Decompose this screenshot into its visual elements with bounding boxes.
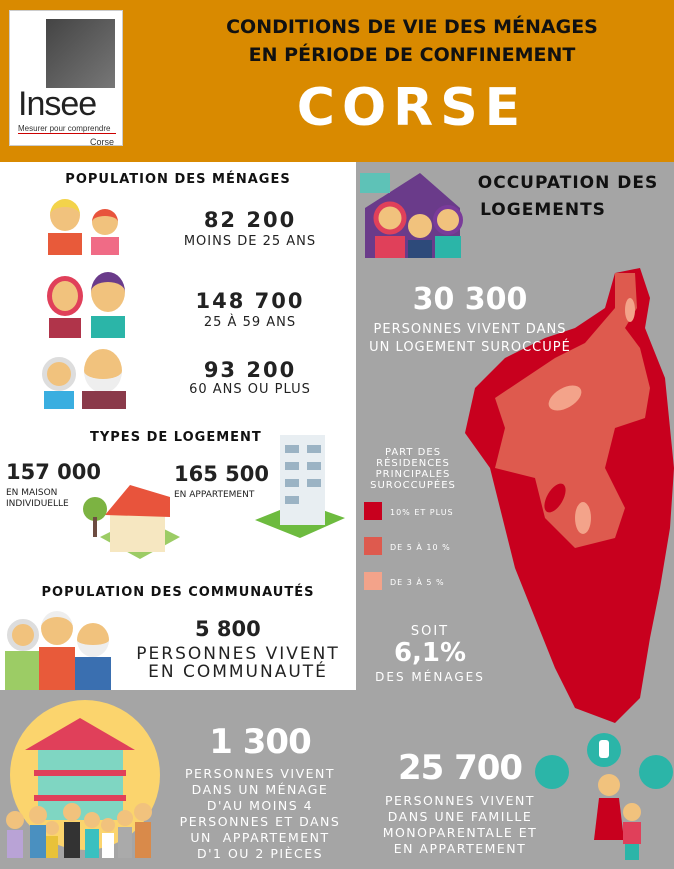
seniors-group-illustration [5, 607, 115, 690]
single-parent-value: 25 700 [397, 748, 523, 788]
label-line: PERSONNES ET DANS [179, 814, 341, 829]
legend-label: DE 5 À 10 % [390, 543, 451, 552]
crowded-small-apartment-value: 1 300 [209, 722, 311, 762]
large-family-illustration [6, 700, 160, 858]
population-value: 93 200 [203, 358, 297, 382]
share-value: 6,1% [393, 638, 467, 668]
single-parent-label: PERSONNES VIVENT DANS UNE FAMILLE MONOPA… [375, 793, 545, 857]
share-suffix: DES MÉNAGES [375, 670, 485, 684]
single-parent-family-illustration [535, 733, 673, 860]
title-line-2: EN PÉRIODE DE CONFINEMENT [248, 44, 576, 66]
label-line: DANS UN MÉNAGE [191, 782, 329, 797]
label-line: PERSONNES VIVENT [184, 766, 336, 781]
legend-swatch-high [364, 502, 382, 520]
share-prefix: SOIT [410, 624, 450, 639]
legend-title-line: PRINCIPALES [375, 469, 451, 480]
logo-region: Corse [89, 137, 114, 147]
overcrowded-value: 30 300 [412, 282, 528, 317]
label-line: MONOPARENTALE ET [382, 825, 538, 840]
population-label: 60 ANS OU PLUS [189, 382, 311, 397]
legend-title-line: PART DES [384, 447, 442, 458]
pacifier-icon [535, 755, 569, 789]
appartement-label: EN APPARTEMENT [174, 490, 255, 500]
label-line: PERSONNES VIVENT [384, 793, 536, 808]
insee-logo: Insee Mesurer pour comprendre Corse [9, 10, 123, 147]
label-line: D'AU MOINS 4 [206, 798, 314, 813]
crowded-small-apartment-label: PERSONNES VIVENT DANS UN MÉNAGE D'AU MOI… [160, 766, 360, 862]
adults-illustration [45, 270, 135, 340]
legend-label: 10% ET PLUS [390, 508, 454, 517]
occupation-title: OCCUPATION DES [477, 173, 659, 193]
population-label: MOINS DE 25 ANS [183, 234, 317, 249]
maison-label: EN MAISON [6, 488, 58, 498]
logo-emblem [46, 19, 115, 88]
label-line: EN APPARTEMENT [393, 841, 527, 856]
maison-value: 157 000 [6, 460, 101, 484]
population-label: 25 À 59 ANS [203, 315, 297, 330]
house-illustration [83, 485, 180, 559]
family-house-illustration [360, 173, 463, 258]
region-title: CORSE [296, 78, 528, 138]
label-line: UN APPARTEMENT [190, 830, 330, 845]
title-line-1: CONDITIONS DE VIE DES MÉNAGES [226, 16, 598, 38]
apartment-building-illustration [255, 435, 345, 538]
left-panel: POPULATION DES MÉNAGES 82 200 MOINS DE 2… [0, 162, 356, 690]
stroller-icon [639, 755, 673, 789]
corsica-map [465, 268, 674, 723]
legend-swatch-medium [364, 537, 382, 555]
legend-title-line: RÉSIDENCES [376, 458, 450, 469]
label-line: D'1 OU 2 PIÈCES [196, 846, 324, 861]
children-illustration [45, 197, 135, 257]
occupation-title: LOGEMENTS [480, 200, 606, 220]
communautes-label: EN COMMUNAUTÉ [148, 662, 328, 682]
population-menages-title: POPULATION DES MÉNAGES [65, 172, 291, 187]
overcrowded-label: PERSONNES VIVENT DANS [373, 322, 567, 337]
logo-tagline: Mesurer pour comprendre [18, 124, 116, 134]
maison-label: INDIVIDUELLE [6, 499, 69, 509]
types-logement-title: TYPES DE LOGEMENT [90, 430, 262, 445]
legend-title-line: SUROCCUPÉES [370, 480, 456, 491]
label-line: DANS UNE FAMILLE [387, 809, 533, 824]
seniors-illustration [40, 347, 135, 409]
overcrowded-label: UN LOGEMENT SUROCCUPÉ [369, 340, 571, 355]
logo-name: Insee [18, 85, 97, 123]
population-value: 148 700 [195, 289, 305, 313]
appartement-value: 165 500 [174, 462, 269, 486]
population-value: 82 200 [203, 208, 297, 232]
legend-swatch-low [364, 572, 382, 590]
header-banner: Insee Mesurer pour comprendre Corse COND… [0, 0, 674, 162]
communautes-label: PERSONNES VIVENT [136, 644, 340, 664]
legend-title: PART DES RÉSIDENCES PRINCIPALES SUROCCUP… [360, 447, 466, 491]
legend-label: DE 3 À 5 % [390, 578, 445, 587]
communautes-title: POPULATION DES COMMUNAUTÉS [41, 585, 315, 600]
communautes-value: 5 800 [195, 617, 261, 641]
